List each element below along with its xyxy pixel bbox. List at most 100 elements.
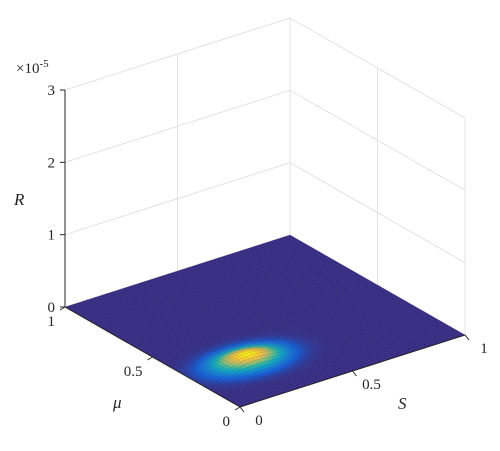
surface-cell [85,304,93,308]
surface-cell [284,237,293,241]
surface-cell [287,322,296,326]
surface-plot [64,234,466,408]
surface-cell [282,246,291,250]
surface-cell [288,330,297,334]
surface-cell [116,301,125,306]
surface-cell [77,309,85,313]
grid-line [64,162,291,236]
surface-cell [289,337,298,341]
surface-cell [329,340,338,344]
surface-cell [113,289,121,294]
surface-cell [297,241,306,245]
surface-cell [120,324,128,328]
surface-cell [109,314,118,318]
surface-cell [100,309,109,313]
surface-cell [262,244,271,249]
y-tick-mark [234,406,241,411]
surface-cell [307,324,316,328]
surface-cell [291,251,299,255]
surface-cell [120,287,129,291]
surface-cell [107,296,116,301]
surface-cell [110,298,119,302]
surface-cell [124,299,132,303]
surface-cell [84,306,93,311]
surface-cell [249,311,258,315]
surface-cell [87,298,95,302]
surface-cell [95,316,103,320]
surface-cell [114,297,123,301]
grid-line [64,17,291,91]
y-tick-label: 0 [223,414,231,430]
surface-cell [104,321,112,325]
z-tick-label: 2 [48,155,56,171]
surface-cell [86,311,95,315]
surface-cell [251,295,259,299]
surface-cell [278,247,287,251]
surface-cell [85,314,94,318]
y-axis-label: μ [112,393,122,412]
surface-cell [104,308,113,312]
x-tick-mark [464,334,470,341]
surface-cell [252,279,261,283]
grid-line [289,89,466,191]
surface-cell [102,314,111,318]
surface-cell [105,305,113,309]
surface-cell [274,248,283,252]
surface-cell [123,302,131,306]
surface-cell [298,248,307,253]
surface-cell [269,335,278,339]
surface-cell [287,252,296,256]
y-tick-mark [147,356,153,361]
surface-cell [120,310,129,315]
surface-cell [122,292,131,296]
surface-cell [266,243,274,247]
surface-cell [284,331,293,335]
surface-cell [115,294,123,298]
surface-cell [124,286,133,290]
surface-cell [298,332,306,336]
surface-cell [314,251,323,255]
z-axis-label: R [13,190,25,209]
surface-cell [121,308,130,312]
surface-cell [83,299,91,303]
surface-cell [94,309,102,313]
grid-line [289,17,466,119]
surface-cell [119,326,128,331]
surface-cell [259,253,268,257]
surface-cell [104,298,112,302]
grid-line [289,162,466,264]
surface-cell [344,335,353,339]
z-tick-label: 0 [48,300,56,316]
x-tick-mark [352,370,357,377]
x-tick-label: 0.5 [362,377,381,393]
surface-cell [112,303,121,307]
surface-cell [255,280,263,285]
surface-cell [89,302,97,307]
surface-cell [122,315,131,319]
surface-cell [122,318,130,322]
surface-cell [259,323,268,327]
z-tick-label: 1 [48,228,56,244]
surface-cell [75,301,84,306]
surface-cell [273,241,282,245]
surface-cell [323,326,332,330]
y-tick-label: 1 [48,314,56,330]
surface-cell [288,236,297,240]
surface-cell [300,336,309,340]
surface-cell [110,321,119,326]
surface-cell [291,321,299,325]
surface-cell [122,294,130,299]
x-tick-label: 1 [480,341,488,357]
surface-cell [102,316,110,321]
surface-cell [95,303,104,307]
surface-cell [93,311,101,316]
surface-cell [273,254,281,258]
surface-cell [106,312,115,317]
surface-cell [115,317,123,322]
surface-cell [269,242,278,246]
surface-cell [103,300,111,305]
surface-cell [281,238,289,243]
surface-cell [289,243,298,248]
surface-cell [103,324,111,328]
